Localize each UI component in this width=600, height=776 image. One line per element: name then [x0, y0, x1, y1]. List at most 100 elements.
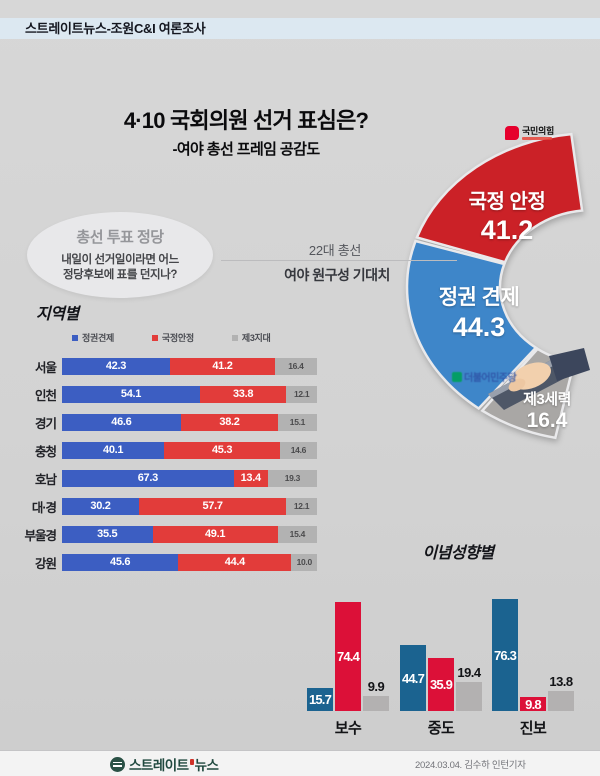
- bar-segment-국정안정: 13.4: [233, 469, 268, 487]
- ideology-bar-제3지대: [548, 691, 574, 711]
- bar-segment-국정안정: 57.7: [139, 497, 287, 515]
- footer-logo-text-2: 뉴스: [194, 758, 219, 773]
- legend-item: 제3지대: [231, 331, 271, 344]
- page-title: 4·10 국회의원 선거 표심은?: [123, 108, 369, 133]
- bar-value: 19.4: [457, 665, 481, 680]
- legend-item: 정권견제: [72, 331, 114, 344]
- region-row-bar: 67.3 13.4 19.3: [62, 469, 317, 487]
- bar-segment-제3지대: 12.1: [286, 497, 317, 515]
- legend-label: 제3지대: [241, 333, 271, 343]
- bar-segment-제3지대: 15.1: [278, 413, 317, 431]
- ideology-chart-title: 이념성향별: [422, 545, 494, 562]
- region-row: 인천 54.1 33.8 12.1: [18, 380, 348, 408]
- bar-value: 9.8: [525, 696, 541, 712]
- bar-value: 44.7: [401, 670, 425, 686]
- bar-value: 45.3: [211, 444, 233, 456]
- bar-value: 45.6: [110, 556, 131, 568]
- bar-segment-정권견제: 40.1: [62, 441, 165, 459]
- expectation-label: 여야 원구성 기대치: [284, 267, 390, 283]
- footer-band: [0, 751, 600, 776]
- region-chart: 서울 42.3 41.2 16.4 인천 54.1 33.8 12.1 경기 46.6 38.2 15…: [18, 352, 348, 576]
- ideology-bar-국정안정: 9.8: [520, 696, 546, 712]
- region-row-label: 충청: [34, 444, 57, 459]
- region-row: 대·경 30.2 57.7 12.1: [18, 492, 348, 520]
- region-row-label: 경기: [34, 416, 57, 431]
- donut-label-stability: 국정 안정 41.2: [468, 191, 546, 245]
- region-legend: 정권견제 국정안정 제3지대: [72, 331, 271, 344]
- region-row-bar: 46.6 38.2 15.1: [62, 413, 317, 431]
- region-row-label: 대·경: [31, 500, 57, 515]
- ideology-bar-국정안정: 74.4: [335, 602, 361, 711]
- footer-credit: 2024.03.04. 김수하 인턴기자: [415, 760, 526, 771]
- dp-logo: 더불어민주당: [452, 369, 517, 384]
- ppp-logo-strip: [522, 137, 552, 140]
- bar-value: 9.9: [367, 679, 385, 694]
- bar-value: 35.5: [97, 528, 118, 540]
- ideology-chart: 15.7 74.4 9.9 보수 44.7 35.9 19.4 중도 76.3 9.8 13.8 진보: [300, 560, 592, 746]
- ppp-logo-text: 국민의힘: [522, 126, 554, 136]
- ppp-logo-icon: [505, 126, 519, 140]
- region-row: 호남 67.3 13.4 19.3: [18, 464, 348, 492]
- region-row-label: 강원: [34, 556, 57, 571]
- bar-value: 12.1: [293, 389, 310, 399]
- bar-value: 46.6: [111, 416, 132, 428]
- legend-swatch: [151, 334, 158, 341]
- bar-value: 16.4: [288, 361, 304, 371]
- bar-segment-국정안정: 44.4: [178, 553, 292, 571]
- bar-value: 38.2: [219, 416, 240, 428]
- bar-value: 74.4: [336, 649, 360, 664]
- bar-segment-제3지대: 19.3: [267, 469, 317, 487]
- ppp-logo: 국민의힘: [505, 126, 554, 140]
- page-subtitle: -여야 총선 프레임 공감도: [172, 141, 320, 158]
- bar-value: 12.1: [293, 501, 310, 511]
- bar-segment-국정안정: 49.1: [152, 525, 278, 543]
- bar-segment-정권견제: 35.5: [62, 525, 153, 543]
- bar-value: 57.7: [202, 500, 223, 512]
- bar-value: 13.4: [240, 472, 262, 484]
- bar-segment-국정안정: 33.8: [200, 385, 287, 403]
- region-row-bar: 40.1 45.3 14.6: [62, 441, 317, 459]
- legend-item: 국정안정: [151, 331, 194, 344]
- bar-segment-정권견제: 54.1: [62, 385, 200, 403]
- bar-value: 10.0: [296, 557, 313, 567]
- bar-value: 41.2: [212, 360, 233, 372]
- region-row: 서울 42.3 41.2 16.4: [18, 352, 348, 380]
- bar-value: 33.8: [232, 388, 254, 400]
- bar-value: 76.3: [493, 647, 517, 663]
- region-row-bar: 30.2 57.7 12.1: [62, 497, 317, 515]
- ideology-bar-정권견제: 44.7: [400, 645, 426, 711]
- bar-segment-제3지대: 15.4: [277, 525, 317, 543]
- header-title: 스트레이트뉴스-조원C&I 여론조사: [25, 21, 206, 36]
- dp-logo-icon: [452, 371, 462, 382]
- bar-value: 14.6: [290, 445, 307, 455]
- region-row: 충청 40.1 45.3 14.6: [18, 436, 348, 464]
- bar-segment-제3지대: 10.0: [291, 553, 317, 571]
- header-band: 스트레이트뉴스-조원C&I 여론조사: [0, 18, 600, 39]
- category-label: 진보: [519, 720, 547, 737]
- title-block: 4·10 국회의원 선거 표심은? -여야 총선 프레임 공감도: [78, 103, 414, 159]
- legend-swatch: [72, 334, 78, 341]
- donut-label-check: 정권 견제 44.3: [438, 286, 520, 342]
- bar-segment-정권견제: 67.3: [62, 469, 234, 487]
- bubble-title: 총선 투표 정당: [76, 229, 164, 246]
- bar-segment-정권견제: 45.6: [62, 553, 179, 571]
- ideology-bar-제3지대: [363, 696, 389, 711]
- divider-line: [221, 260, 457, 261]
- donut-label-third: 제3세력 16.4: [523, 391, 571, 432]
- bar-value: 15.1: [289, 417, 306, 427]
- region-row-bar: 42.3 41.2 16.4: [62, 357, 317, 375]
- region-row-bar: 45.6 44.4 10.0: [62, 553, 317, 571]
- region-row-label: 호남: [34, 472, 57, 487]
- region-row-bar: 35.5 49.1 15.4: [62, 525, 317, 543]
- ideology-bar-정권견제: 76.3: [492, 599, 518, 711]
- election-label: 22대 총선: [308, 243, 362, 258]
- logo-red-tick: [189, 759, 194, 765]
- category-label: 중도: [427, 720, 455, 737]
- bar-value: 49.1: [204, 528, 226, 540]
- legend-label: 정권견제: [82, 333, 114, 343]
- bar-segment-정권견제: 30.2: [62, 497, 139, 515]
- bar-segment-제3지대: 14.6: [279, 441, 317, 459]
- legend-label: 국정안정: [161, 333, 194, 343]
- bar-segment-정권견제: 46.6: [62, 413, 181, 431]
